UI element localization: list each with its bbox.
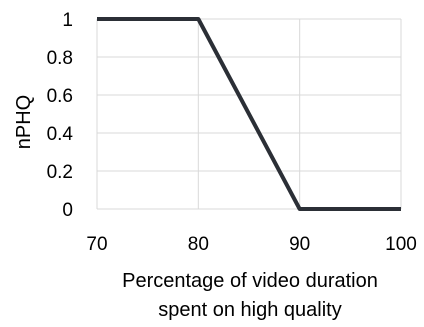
series-layer [97, 17, 401, 211]
y-tick-label: 0.8 [47, 48, 73, 69]
x-tick-label: 100 [385, 234, 417, 255]
x-tick-label: 80 [188, 234, 209, 255]
series-line [97, 17, 401, 211]
y-tick-label: 0.2 [47, 162, 73, 183]
y-tick-label: 0 [62, 200, 73, 221]
y-tick-label: 1 [62, 10, 73, 31]
x-tick-label: 90 [289, 234, 310, 255]
y-tick-label: 0.6 [47, 86, 73, 107]
y-axis-title: nPHQ [13, 95, 35, 149]
x-tick-label: 70 [86, 234, 107, 255]
x-axis-title-line-1: Percentage of video duration [122, 270, 378, 292]
y-tick-label: 0.4 [47, 124, 74, 145]
x-tick-labels: 70 80 90 100 [86, 234, 416, 255]
x-axis-title-line-2: spent on high quality [158, 299, 341, 321]
y-tick-labels: 0 0.2 0.4 0.6 0.8 1 [47, 10, 74, 221]
